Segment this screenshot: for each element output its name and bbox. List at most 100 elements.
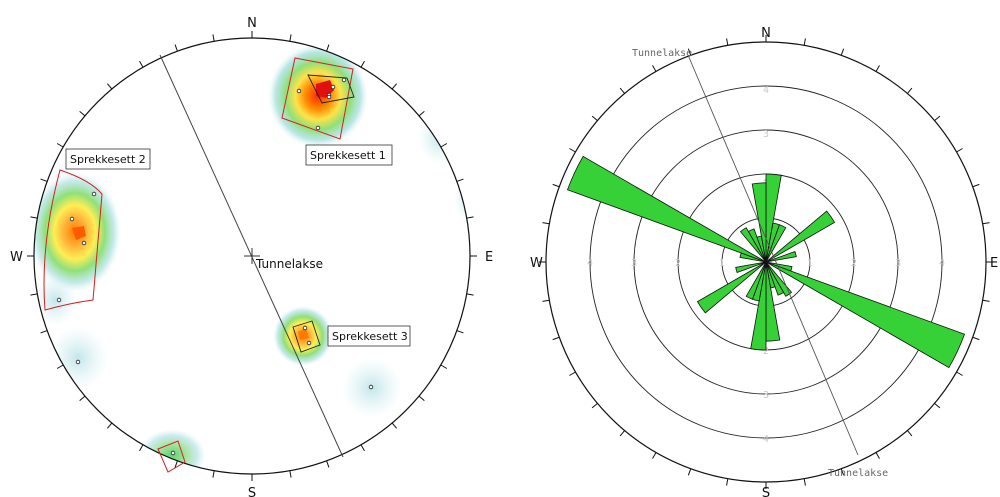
tick-140: [907, 430, 913, 437]
ring-label-n-4: 4: [763, 85, 769, 96]
set-label-box-2: [65, 148, 151, 170]
petal-75: [765, 250, 797, 263]
set-label-2: Sprekkesett 2: [70, 153, 146, 166]
poles-set-1: [296, 77, 347, 131]
scattered-poles: [75, 359, 374, 456]
tunnel-axis-line: [687, 54, 859, 456]
tick-190: [726, 478, 729, 486]
petal-25: [765, 224, 787, 263]
petal-205: [745, 261, 767, 300]
tick-220: [106, 422, 113, 429]
tick-200: [687, 468, 692, 476]
tick-290: [552, 183, 560, 188]
compass-s: S: [762, 486, 770, 497]
tick-310: [79, 110, 86, 117]
tick-marks: [539, 35, 993, 489]
tick-150: [875, 452, 880, 459]
set-label-1: Sprekkesett 1: [310, 149, 386, 162]
set-window-3: [292, 320, 321, 353]
tick-320: [106, 83, 113, 90]
tick-310: [591, 115, 598, 121]
tick-110: [456, 330, 464, 334]
set-window-1: [281, 57, 354, 140]
tick-marks: [27, 31, 477, 481]
tick-230: [591, 403, 598, 409]
tick-110: [972, 336, 980, 341]
tunnel-axis-label: Tunnelakse: [255, 257, 323, 271]
tick-250: [552, 336, 560, 341]
tick-60: [440, 143, 448, 148]
ring-label-w-3: 3: [631, 258, 637, 269]
tick-50: [934, 115, 941, 121]
compass-s: S: [248, 486, 256, 497]
petal-115: [765, 261, 966, 369]
tick-290: [40, 178, 48, 182]
compass-e: E: [485, 250, 493, 265]
ring-label-w-1: 1: [719, 258, 725, 269]
petal-255: [735, 261, 767, 274]
compass-e: E: [990, 256, 998, 271]
tick-340: [687, 48, 692, 56]
tick-120: [440, 364, 448, 369]
ring-label-s-3: 3: [763, 390, 769, 401]
tick-210: [139, 444, 144, 452]
tick-120: [956, 371, 963, 376]
tick-150: [360, 444, 365, 452]
ring-label-e-1: 1: [807, 258, 813, 269]
tick-350: [212, 34, 215, 42]
stereonet: Tunnelakse N E S W Sprekkesett 1 Sprekke…: [10, 16, 493, 497]
tick-40: [391, 83, 398, 90]
set-label-box-1: [305, 144, 393, 166]
tick-280: [542, 222, 550, 225]
tick-320: [619, 87, 625, 94]
compass-w: W: [10, 250, 23, 265]
ring-label-w-2: 2: [675, 258, 681, 269]
tick-160: [326, 460, 330, 468]
tick-240: [569, 371, 576, 376]
tick-170: [803, 478, 806, 486]
tick-130: [418, 395, 425, 402]
tick-250: [40, 330, 48, 334]
tick-10: [289, 34, 292, 42]
tick-20: [840, 48, 845, 56]
tick-200: [174, 460, 178, 468]
tick-190: [212, 470, 215, 478]
ring-label-e-4: 4: [939, 258, 945, 269]
ring-label-w-4: 4: [587, 258, 593, 269]
tick-220: [619, 430, 625, 437]
ring-label-s-2: 2: [763, 346, 769, 357]
set-core-1: [307, 74, 355, 104]
tick-60: [956, 148, 963, 153]
ring-label-s-4: 4: [763, 434, 769, 445]
ring-label-e-2: 2: [851, 258, 857, 269]
set-window-bottom: [157, 440, 186, 473]
poles-set-2: [56, 191, 97, 303]
tick-20: [326, 44, 330, 52]
compass-w: W: [530, 256, 543, 271]
tick-10: [803, 38, 806, 46]
tick-230: [79, 395, 86, 402]
tick-240: [56, 364, 64, 369]
center-cross: [244, 248, 260, 264]
petal-295: [566, 155, 767, 263]
tick-30: [875, 65, 880, 72]
petal-325: [739, 227, 767, 263]
tick-280: [30, 216, 38, 219]
compass-n: N: [761, 26, 771, 41]
tick-260: [30, 293, 38, 296]
rose-petals: [566, 155, 966, 369]
ring-label-e-3: 3: [895, 258, 901, 269]
tick-330: [652, 65, 657, 72]
tick-210: [652, 452, 657, 459]
petal-335: [747, 228, 767, 263]
ring-label-n-3: 3: [763, 129, 769, 140]
compass-n: N: [247, 16, 257, 31]
petal-55: [765, 210, 836, 263]
tick-70: [972, 183, 980, 188]
set-window-2: [43, 169, 103, 311]
tick-30: [360, 60, 365, 68]
tick-40: [907, 87, 913, 94]
tick-140: [391, 422, 398, 429]
tick-300: [569, 148, 576, 153]
